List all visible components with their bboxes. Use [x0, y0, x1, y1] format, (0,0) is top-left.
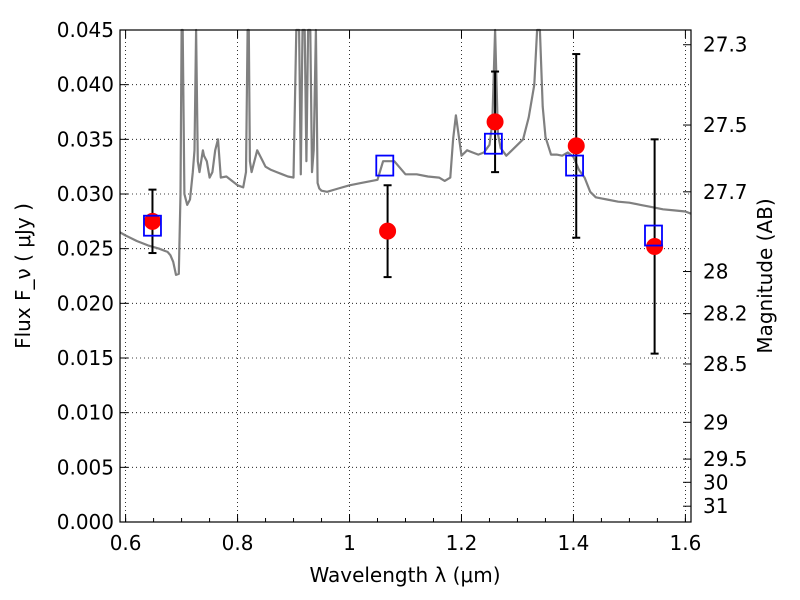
- plot-area: [119, 28, 692, 355]
- y2-tick-label: 28.5: [703, 352, 748, 376]
- y2-tick-label: 28.2: [703, 302, 748, 326]
- x-tick-label: 1: [343, 531, 356, 555]
- y2-tick-label: 28: [703, 260, 728, 284]
- y-tick-label: 0.010: [57, 401, 114, 425]
- x-tick-label: 1.2: [446, 531, 478, 555]
- y-tick-label: 0.020: [57, 291, 114, 315]
- model-spectrum-line: [119, 28, 692, 276]
- y2-tick-label: 30: [703, 470, 728, 494]
- y-tick-label: 0.025: [57, 237, 114, 261]
- observed-point: [379, 222, 397, 240]
- y2-tick-label: 27.3: [703, 33, 748, 57]
- x-axis-title: Wavelength λ (μm): [309, 563, 500, 587]
- y-tick-label: 0.045: [57, 18, 114, 42]
- model-photometry-square: [375, 154, 395, 177]
- observed-point: [646, 237, 664, 255]
- model-photometry-square: [644, 224, 663, 247]
- y2-tick-label: 29: [703, 410, 728, 434]
- y-tick-label: 0.015: [57, 346, 114, 370]
- observed-point: [486, 113, 504, 131]
- y2-tick-label: 29.5: [703, 447, 748, 471]
- model-photometry-square: [143, 214, 162, 237]
- plot-frame: [119, 29, 692, 523]
- axes: 0.6 0.8 1 1.2 1.4 1.6 0.000 0.005 0.010 0.015 0.02…: [57, 18, 748, 555]
- y2-axis-title: Magnitude (AB): [753, 198, 777, 353]
- x-tick-label: 0.8: [222, 531, 254, 555]
- model-photometry-square: [565, 154, 584, 177]
- y-tick-label: 0.035: [57, 127, 114, 151]
- y-axis-title: Flux F_ν ( μJy ): [11, 203, 35, 349]
- y-tick-label: 0.000: [57, 510, 114, 534]
- y2-tick-label: 31: [703, 494, 728, 518]
- x-tick-label: 0.6: [110, 531, 142, 555]
- observed-point: [567, 137, 585, 155]
- y2-tick-label: 27.5: [703, 113, 748, 137]
- y-tick-label: 0.030: [57, 182, 114, 206]
- model-photometry-square: [483, 132, 503, 155]
- y2-tick-label: 27.7: [703, 180, 748, 204]
- y-tick-label: 0.040: [57, 73, 114, 97]
- y-tick-label: 0.005: [57, 455, 114, 479]
- x-tick-label: 1.4: [558, 531, 590, 555]
- grid: [120, 29, 691, 523]
- x-tick-label: 1.6: [669, 531, 701, 555]
